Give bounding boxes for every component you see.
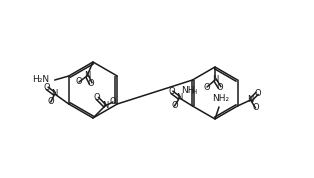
Text: N: N: [84, 72, 90, 80]
Text: O: O: [76, 77, 82, 87]
Text: H: H: [192, 89, 197, 95]
Text: O: O: [171, 101, 178, 111]
Text: O: O: [254, 88, 261, 98]
Text: O: O: [217, 83, 223, 93]
Text: O: O: [204, 82, 210, 91]
Text: O: O: [47, 98, 54, 106]
Text: H₂N: H₂N: [32, 75, 49, 85]
Text: N: N: [102, 101, 108, 111]
Text: O: O: [94, 93, 100, 103]
Text: N: N: [51, 90, 58, 98]
Text: N: N: [176, 93, 183, 103]
Text: O: O: [252, 103, 259, 112]
Text: O: O: [88, 80, 94, 88]
Text: N: N: [212, 75, 218, 85]
Text: O: O: [110, 98, 116, 106]
Text: N: N: [247, 96, 254, 104]
Text: NH₂: NH₂: [213, 94, 230, 103]
Text: O: O: [43, 83, 50, 93]
Text: NH: NH: [181, 86, 194, 95]
Text: O: O: [168, 88, 175, 96]
